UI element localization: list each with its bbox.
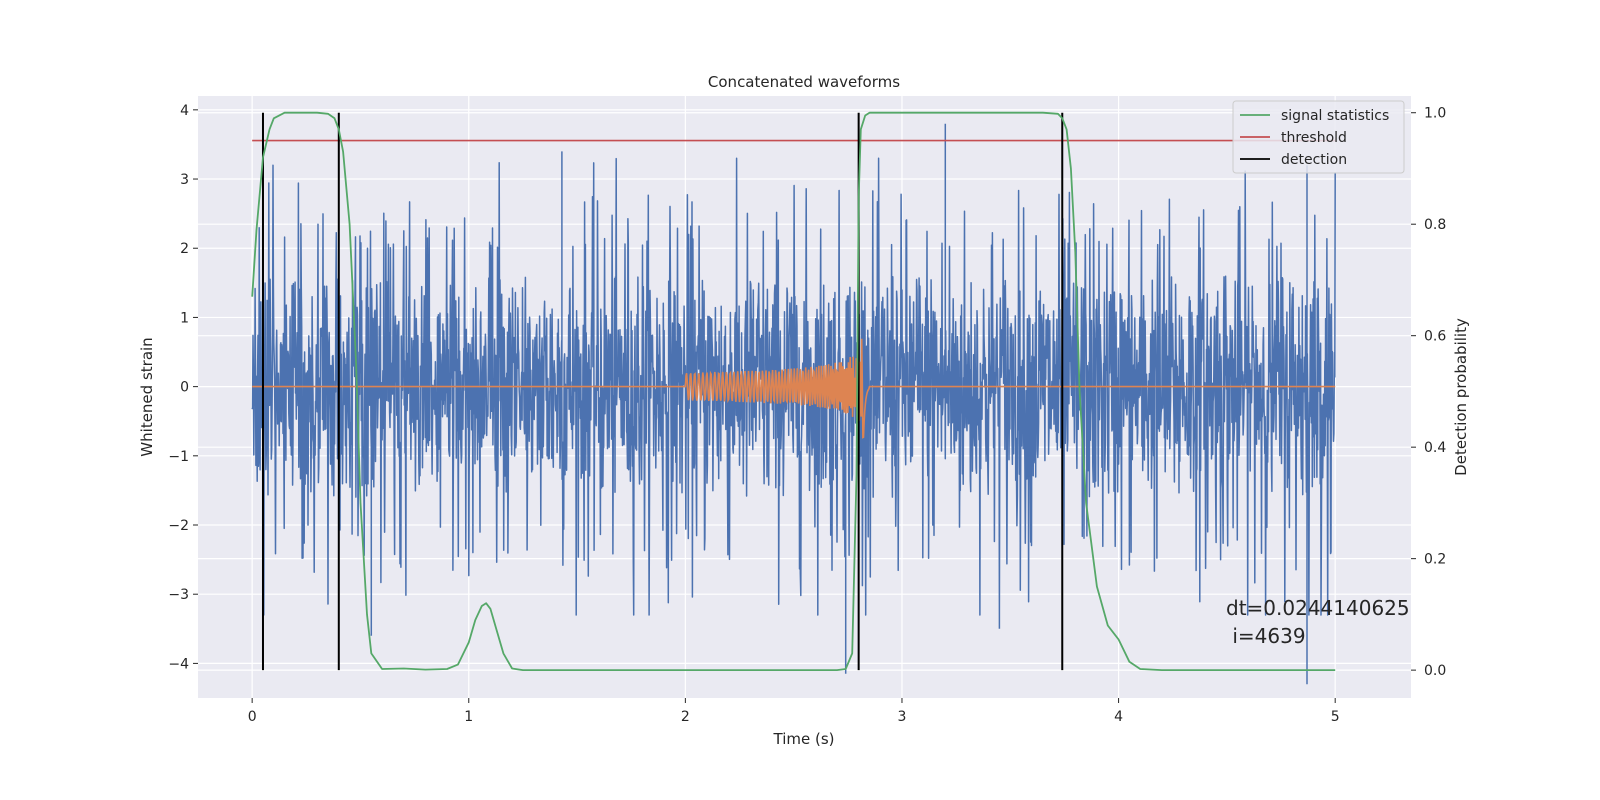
- x-tick-label: 2: [681, 709, 690, 725]
- legend-box: [1232, 100, 1405, 174]
- y-right-tick-label: 0.6: [1424, 329, 1446, 345]
- annotation-text: dt=0.0244140625 i=4639: [1226, 596, 1410, 648]
- x-tick-label: 1: [464, 709, 473, 725]
- legend-label: detection: [1281, 152, 1347, 168]
- x-axis-label: Time (s): [773, 730, 835, 748]
- y-axis-label: Whitened strain: [138, 337, 156, 456]
- y-right-tick-label: 1.0: [1424, 106, 1446, 122]
- y-axis-right-label: Detection probability: [1452, 318, 1470, 476]
- template-series: [252, 338, 1336, 439]
- legend-label: signal statistics: [1281, 108, 1389, 124]
- x-tick-label: 0: [248, 709, 257, 725]
- y-right-tick-label: 0.2: [1424, 552, 1446, 568]
- y-tick-label: 4: [180, 103, 189, 119]
- y-right-tick-label: 0.0: [1424, 663, 1446, 679]
- y-right-tick-label: 0.8: [1424, 217, 1446, 233]
- x-tick-label: 4: [1114, 709, 1123, 725]
- y-tick-label: −3: [168, 587, 189, 603]
- signal-statistics-line: [251, 111, 1336, 671]
- y-tick-label: 2: [180, 241, 189, 257]
- legend: signal statistics threshold detection: [1232, 100, 1405, 174]
- x-tick-label: 3: [898, 709, 907, 725]
- y-tick-label: −4: [168, 656, 189, 672]
- y-tick-label: 1: [180, 310, 189, 326]
- y-tick-label: −2: [168, 518, 189, 534]
- y-tick-label: 0: [180, 380, 189, 396]
- plot-area: [251, 111, 1336, 685]
- x-tick-label: 5: [1331, 709, 1340, 725]
- legend-label: threshold: [1281, 130, 1347, 146]
- axes: 0 1 2 3 4 5 −4 −3 −2 −1 0 1 2 3 4 0.0 0.2 0.4 0.6 0.8 1.0: [168, 103, 1446, 725]
- annotation-line: i=4639: [1226, 624, 1306, 648]
- annotation-line: dt=0.0244140625: [1226, 596, 1410, 620]
- chart-title: Concatenated waveforms: [708, 73, 900, 91]
- y-tick-label: −1: [168, 449, 189, 465]
- y-right-tick-label: 0.4: [1424, 440, 1446, 456]
- y-tick-label: 3: [180, 172, 189, 188]
- strain-series: [251, 123, 1336, 685]
